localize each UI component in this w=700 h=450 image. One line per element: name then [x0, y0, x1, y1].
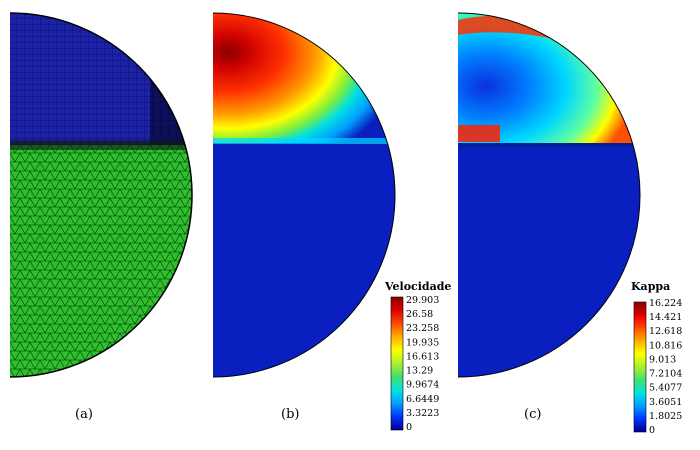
colorbar-tick-label: 9.9674: [406, 380, 439, 391]
colorbar-tick-label: 3.6051: [649, 397, 682, 408]
colorbar-tick-label: 29.903: [406, 295, 439, 306]
colorbar-tick-label: 3.3223: [406, 408, 439, 419]
colorbar-title: Kappa: [631, 280, 670, 293]
panel-label-a: (a): [75, 407, 93, 422]
panel-label-b: (b): [281, 407, 299, 422]
panel-a-mesh: [10, 13, 192, 377]
colorbar-tick-label: 12.618: [649, 326, 682, 337]
colorbar-tick-label: 13.29: [406, 366, 433, 377]
panel-c-kappa-field: [458, 13, 640, 377]
colorbar-tick-label: 19.935: [406, 337, 439, 348]
colorbar-tick-label: 9.013: [649, 354, 676, 365]
colorbar-tick-label: 6.6449: [406, 394, 439, 405]
panel-a-outline: [9, 12, 193, 378]
panel-label-c: (c): [524, 407, 541, 422]
kappa-interface: [458, 143, 640, 147]
colorbar-tick-label: 0: [406, 422, 412, 433]
panel-b-outline: [212, 12, 396, 378]
colorbar-kappa: Kappa 16.224 14.421 12.618 10.816 9.013 7.210…: [631, 280, 682, 436]
colorbar-tick-label: 10.816: [649, 340, 682, 351]
mesh-bottom-grid: [10, 145, 192, 377]
colorbar-tick-label: 26.58: [406, 309, 433, 320]
colorbar-tick-label: 14.421: [649, 312, 682, 323]
colorbar-tick-label: 0: [649, 425, 655, 436]
velocity-top-region: [213, 13, 395, 143]
panel-b-velocity-field: [213, 13, 395, 377]
velocity-interface: [213, 138, 395, 144]
colorbar-velocidade: Velocidade 29.903 26.58 23.258 19.935 16.613…: [384, 280, 451, 433]
kappa-interface-band: [458, 125, 500, 142]
colorbar-tick-label: 23.258: [406, 323, 439, 334]
colorbar-scale: [633, 301, 647, 433]
colorbar-tick-label: 7.2104: [649, 369, 682, 380]
colorbar-ticks: 29.903 26.58 23.258 19.935 16.613 13.29 9.9674…: [406, 295, 439, 433]
colorbar-scale: [390, 296, 404, 431]
colorbar-tick-label: 5.4077: [649, 383, 682, 394]
mesh-dense-edge: [150, 13, 192, 145]
colorbar-ticks: 16.224 14.421 12.618 10.816 9.013 7.2104 5.407…: [649, 298, 682, 436]
colorbar-tick-label: 1.8025: [649, 411, 682, 422]
colorbar-tick-label: 16.613: [406, 351, 439, 362]
panel-c-outline: [457, 12, 641, 378]
mesh-interface: [10, 140, 192, 150]
colorbar-title: Velocidade: [384, 280, 451, 293]
colorbar-tick-label: 16.224: [649, 298, 682, 309]
